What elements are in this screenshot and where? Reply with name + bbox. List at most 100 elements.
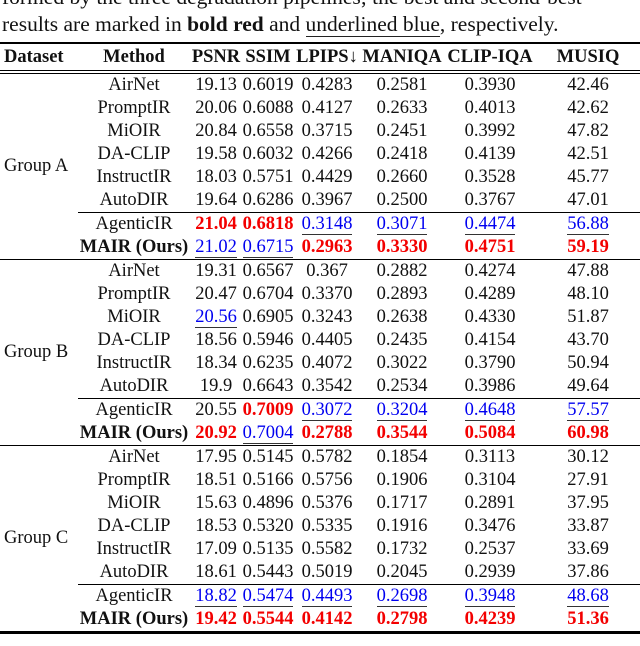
metric-value: 0.4283 — [301, 75, 353, 95]
table-row: PromptIR 20.47 0.6704 0.3370 0.2893 0.4289 48.… — [0, 283, 640, 306]
method-cell: AirNet — [108, 447, 160, 467]
value-cell: 0.5474 — [242, 584, 294, 608]
value-cell: 0.2660 — [360, 166, 444, 189]
metric-value: 0.367 — [306, 261, 348, 281]
metric-value: 0.3715 — [301, 121, 353, 141]
method-cell: InstructIR — [96, 353, 172, 373]
value-cell: 0.4142 — [294, 608, 360, 634]
metric-value: 0.1854 — [376, 447, 428, 467]
metric-value: 0.6235 — [242, 353, 294, 373]
header-row: Dataset Method PSNR SSIM LPIPS↓ MANIQA CLIP-IQ… — [0, 42, 640, 74]
value-cell: 0.3104 — [444, 469, 536, 492]
metric-value: 18.56 — [195, 330, 237, 350]
value-cell: 20.92 — [190, 422, 242, 446]
metric-value: 0.4266 — [301, 144, 353, 164]
metric-value: 19.13 — [195, 75, 237, 95]
method-cell: InstructIR — [96, 539, 172, 559]
metric-value: 15.63 — [195, 493, 237, 513]
value-cell: 42.51 — [536, 143, 640, 166]
metric-value: 19.58 — [195, 144, 237, 164]
value-cell: 0.5335 — [294, 515, 360, 538]
metric-value: 30.12 — [567, 447, 609, 467]
value-cell: 20.06 — [190, 97, 242, 120]
metric-value: 0.5946 — [242, 330, 294, 350]
value-cell: 20.56 — [190, 306, 242, 329]
metric-value: 17.09 — [195, 539, 237, 559]
metric-value: 0.5582 — [301, 539, 353, 559]
value-cell: 0.2788 — [294, 422, 360, 446]
table-row: AutoDIR 19.9 0.6643 0.3542 0.2534 0.3986 49.64 — [0, 375, 640, 399]
value-cell: 19.42 — [190, 608, 242, 634]
metric-value: 0.1916 — [376, 516, 428, 536]
value-cell: 0.3948 — [444, 584, 536, 608]
table-row: DA-CLIP 18.53 0.5320 0.5335 0.1916 0.3476 33.8… — [0, 515, 640, 538]
table-row: MAIR (Ours) 21.02 0.6715 0.2963 0.3330 0.4751… — [0, 236, 640, 260]
metric-value: 0.5751 — [242, 167, 294, 187]
metric-value: 0.3992 — [464, 121, 516, 141]
value-cell: 37.86 — [536, 561, 640, 585]
value-cell: 20.55 — [190, 398, 242, 422]
col-header-clipiqa: CLIP-IQA — [444, 42, 536, 74]
metric-value: 45.77 — [567, 167, 609, 187]
metric-value: 60.98 — [567, 423, 609, 443]
method-cell: MAIR (Ours) — [78, 422, 190, 446]
metric-value: 18.03 — [195, 167, 237, 187]
metric-value: 18.51 — [195, 470, 237, 490]
value-cell: 0.3930 — [444, 72, 536, 97]
metric-value: 0.1732 — [376, 539, 428, 559]
table-header: Dataset Method PSNR SSIM LPIPS↓ MANIQA CLIP-IQ… — [0, 42, 640, 74]
metric-value: 0.5019 — [301, 562, 353, 582]
value-cell: 18.61 — [190, 561, 242, 585]
metric-value: 0.5135 — [242, 539, 294, 559]
metric-value: 59.19 — [567, 237, 609, 257]
metric-value: 0.6643 — [242, 376, 294, 396]
metric-value: 47.01 — [567, 190, 609, 210]
value-cell: 51.36 — [536, 608, 640, 634]
table-row: InstructIR 18.34 0.6235 0.4072 0.3022 0.3790 5… — [0, 352, 640, 375]
value-cell: 42.46 — [536, 72, 640, 97]
metric-value: 0.3790 — [464, 353, 516, 373]
value-cell: 0.2939 — [444, 561, 536, 585]
metric-value: 0.6905 — [242, 307, 294, 327]
value-cell: 0.2798 — [360, 608, 444, 634]
metric-value: 0.4330 — [464, 307, 516, 327]
metric-value: 17.95 — [195, 447, 237, 467]
metric-value: 18.53 — [195, 516, 237, 536]
value-cell: 0.4289 — [444, 283, 536, 306]
method-cell: PromptIR — [97, 470, 171, 490]
table-row: PromptIR 20.06 0.6088 0.4127 0.2633 0.4013 42.… — [0, 97, 640, 120]
value-cell: 42.62 — [536, 97, 640, 120]
metric-value: 0.7009 — [242, 400, 294, 420]
metric-value: 0.4405 — [301, 330, 353, 350]
col-header-lpips: LPIPS↓ — [294, 42, 360, 74]
value-cell: 56.88 — [536, 212, 640, 236]
metric-value: 37.95 — [567, 493, 609, 513]
metric-value: 0.2939 — [464, 562, 516, 582]
metric-value: 20.92 — [195, 423, 237, 443]
dataset-group-label: Group C — [0, 445, 78, 634]
table-row: AutoDIR 18.61 0.5443 0.5019 0.2045 0.2939 37.8… — [0, 561, 640, 585]
metric-value: 56.88 — [567, 214, 609, 235]
table-row: InstructIR 17.09 0.5135 0.5582 0.1732 0.2537 3… — [0, 538, 640, 561]
metric-value: 0.4127 — [301, 98, 353, 118]
value-cell: 30.12 — [536, 446, 640, 470]
value-cell: 17.09 — [190, 538, 242, 561]
value-cell: 0.3528 — [444, 166, 536, 189]
method-cell: DA-CLIP — [97, 516, 171, 536]
value-cell: 20.84 — [190, 120, 242, 143]
method-cell: MAIR (Ours) — [78, 608, 190, 634]
value-cell: 0.5782 — [294, 446, 360, 470]
value-cell: 0.3767 — [444, 189, 536, 213]
value-cell: 0.3476 — [444, 515, 536, 538]
value-cell: 0.3790 — [444, 352, 536, 375]
value-cell: 0.3204 — [360, 398, 444, 422]
metric-value: 42.62 — [567, 98, 609, 118]
metric-value: 0.2451 — [376, 121, 428, 141]
value-cell: 0.5582 — [294, 538, 360, 561]
table-row: MAIR (Ours) 19.42 0.5544 0.4142 0.2798 0.4239… — [0, 608, 640, 634]
table-row: PromptIR 18.51 0.5166 0.5756 0.1906 0.3104 27.… — [0, 469, 640, 492]
value-cell: 48.68 — [536, 584, 640, 608]
table-row: DA-CLIP 19.58 0.6032 0.4266 0.2418 0.4139 42.5… — [0, 143, 640, 166]
value-cell: 33.87 — [536, 515, 640, 538]
metric-value: 18.61 — [195, 562, 237, 582]
